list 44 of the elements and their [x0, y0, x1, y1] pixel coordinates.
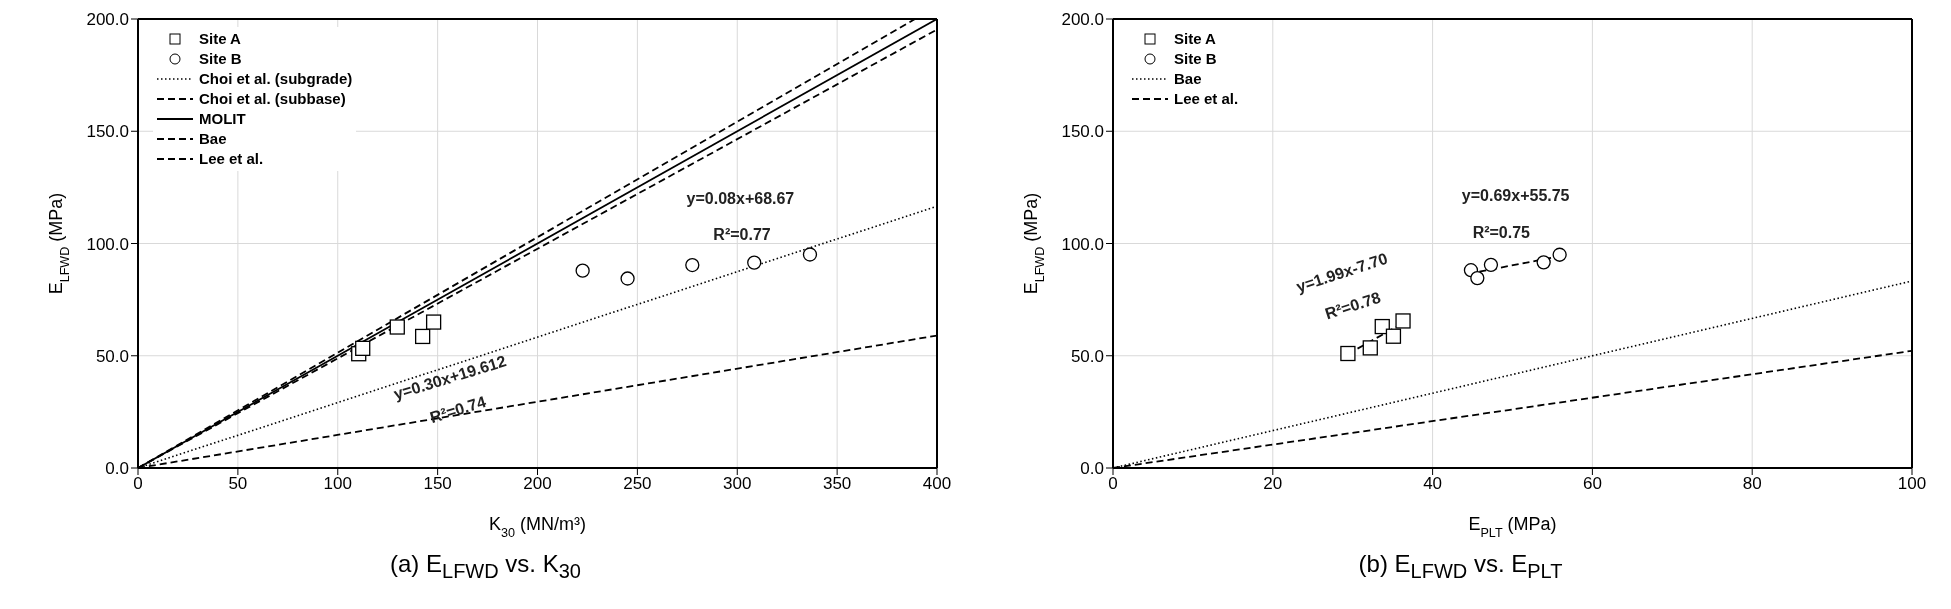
legend-label: Lee et al.	[1174, 89, 1239, 109]
x-tick-label: 350	[822, 474, 852, 494]
legend-label: Site A	[1174, 29, 1216, 49]
x-tick-label: 40	[1423, 474, 1443, 494]
x-tick-label: 100	[1897, 474, 1927, 494]
y-tick-label: 0.0	[1080, 459, 1104, 479]
legend-label: Site B	[199, 49, 242, 69]
x-tick-label: 0	[1108, 474, 1118, 494]
x-axis-title: K$_{30}$ (MN/m³)	[488, 514, 587, 540]
y-tick-label: 150.0	[86, 122, 129, 142]
x-tick-label: 200	[523, 474, 552, 494]
x-tick-label: 400	[922, 474, 952, 494]
y-tick-label: 200.0	[86, 10, 129, 30]
x-tick-label: 50	[228, 474, 248, 494]
legend-label: Choi et al. (subbase)	[199, 89, 346, 109]
x-tick-label: 150	[423, 474, 452, 494]
legend-label: Lee et al.	[199, 149, 264, 169]
legend-label: Site A	[199, 29, 241, 49]
annotation: R²=0.77	[713, 225, 771, 244]
x-tick-label: 250	[623, 474, 652, 494]
annotation: y=0.69x+55.75	[1461, 186, 1570, 205]
y-tick-label: 50.0	[95, 346, 129, 366]
legend-label: Bae	[1174, 69, 1202, 89]
text: (b) E$_{LFWD}$ vs. E$_{PLT}$	[1357, 550, 1564, 583]
x-tick-label: 100	[323, 474, 352, 494]
text: (a) E$_{LFWD}$ vs. K$_{30}$	[389, 550, 582, 583]
y-tick-label: 100.0	[86, 234, 129, 254]
legend-label: Choi et al. (subgrade)	[199, 69, 353, 89]
annotation: R²=0.75	[1472, 224, 1530, 243]
x-tick-label: 80	[1742, 474, 1762, 494]
y-tick-label: 0.0	[105, 459, 129, 479]
y-tick-label: 100.0	[1061, 234, 1104, 254]
y-tick-label: 200.0	[1061, 10, 1104, 30]
x-tick-label: 60	[1582, 474, 1602, 494]
x-tick-label: 20	[1263, 474, 1283, 494]
annotation: y=0.08x+68.67	[686, 189, 795, 208]
legend-label: Site B	[1174, 49, 1217, 69]
y-tick-label: 150.0	[1061, 122, 1104, 142]
x-tick-label: 0	[133, 474, 143, 494]
x-tick-label: 300	[723, 474, 752, 494]
legend-label: MOLIT	[199, 109, 246, 129]
legend-label: Bae	[199, 129, 227, 149]
y-tick-label: 50.0	[1070, 346, 1104, 366]
x-axis-title: E$_{PLT}$ (MPa)	[1468, 514, 1557, 540]
